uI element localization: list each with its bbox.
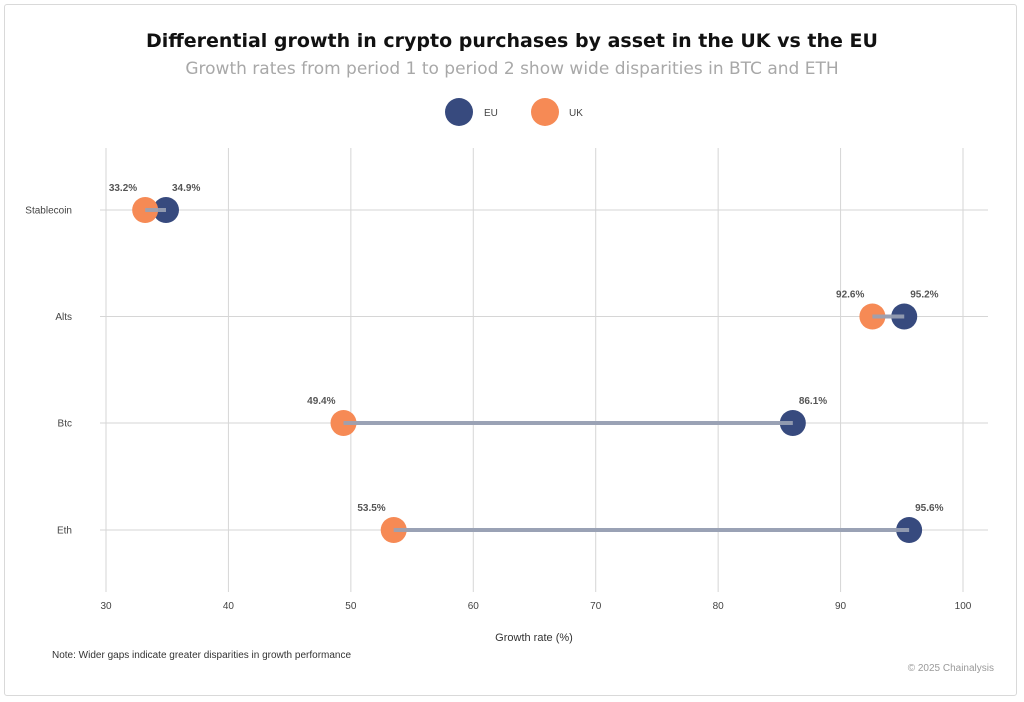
chart-subtitle: Growth rates from period 1 to period 2 s… bbox=[185, 59, 839, 79]
x-tick-label: 90 bbox=[835, 601, 847, 612]
eu-data-label: 95.6% bbox=[915, 503, 943, 514]
eu-data-label: 34.9% bbox=[172, 183, 200, 194]
y-tick-label: Alts bbox=[55, 312, 72, 323]
x-tick-label: 70 bbox=[590, 601, 602, 612]
x-tick-label: 80 bbox=[713, 601, 725, 612]
connector-lines bbox=[145, 208, 910, 532]
data-labels: 34.9% 33.2% 95.2% 92.6% 86.1% 49.4% 95.6% 53.5% bbox=[109, 183, 944, 514]
legend-marker-uk bbox=[531, 98, 559, 126]
eu-data-label: 86.1% bbox=[799, 396, 827, 407]
x-tick-label: 40 bbox=[223, 601, 235, 612]
legend-label-eu: EU bbox=[484, 108, 498, 119]
footnote: Note: Wider gaps indicate greater dispar… bbox=[52, 650, 352, 661]
data-points bbox=[132, 197, 923, 543]
chart-card bbox=[4, 4, 1017, 696]
copyright: © 2025 Chainalysis bbox=[907, 663, 994, 674]
x-tick-label: 100 bbox=[955, 601, 972, 612]
legend: EU UK bbox=[445, 98, 583, 126]
x-tick-label: 30 bbox=[100, 601, 112, 612]
eu-data-label: 95.2% bbox=[910, 290, 938, 301]
legend-label-uk: UK bbox=[569, 108, 583, 119]
x-tick-label: 50 bbox=[345, 601, 357, 612]
grid-lines bbox=[100, 148, 988, 592]
uk-data-label: 53.5% bbox=[357, 503, 385, 514]
uk-data-label: 92.6% bbox=[836, 290, 864, 301]
axis-labels: 30 40 50 60 70 80 90 100 Stablecoin Alts Btc Eth Gro… bbox=[25, 206, 971, 645]
y-tick-label: Stablecoin bbox=[25, 206, 72, 217]
legend-marker-eu bbox=[445, 98, 473, 126]
uk-data-label: 33.2% bbox=[109, 183, 137, 194]
uk-data-label: 49.4% bbox=[307, 396, 335, 407]
x-tick-label: 60 bbox=[468, 601, 480, 612]
x-axis-title: Growth rate (%) bbox=[495, 632, 573, 644]
y-tick-label: Btc bbox=[58, 419, 72, 430]
chart-title: Differential growth in crypto purchases … bbox=[146, 30, 878, 52]
y-tick-label: Eth bbox=[57, 526, 72, 537]
